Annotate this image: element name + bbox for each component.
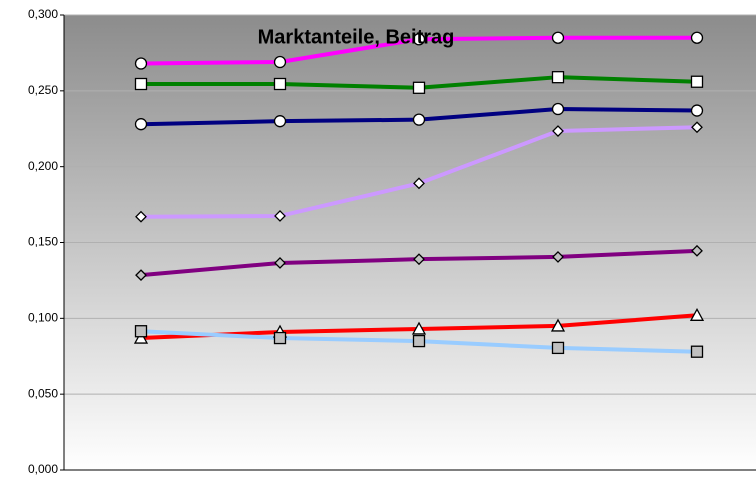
marker <box>274 257 286 269</box>
marker <box>691 121 703 134</box>
marker <box>690 31 704 44</box>
marker <box>274 210 286 222</box>
marker <box>412 33 426 46</box>
marker <box>134 325 148 338</box>
y-tick-label: 0,200 <box>28 159 58 173</box>
marker <box>412 81 426 94</box>
y-tick-label: 0,100 <box>28 311 58 325</box>
marker <box>551 31 565 44</box>
chart-title: Marktanteile, Beitrag <box>258 26 455 48</box>
marker <box>135 210 147 223</box>
marker <box>134 118 148 131</box>
marker <box>550 318 566 332</box>
marker <box>273 77 287 91</box>
marker <box>134 77 148 91</box>
marker <box>552 250 564 263</box>
marker <box>551 102 565 116</box>
marker <box>551 341 565 355</box>
marker <box>273 55 287 69</box>
marker <box>552 125 564 137</box>
marker <box>135 269 147 282</box>
marker <box>273 331 287 345</box>
marker <box>133 330 149 344</box>
marker <box>690 345 704 358</box>
marker <box>690 75 704 88</box>
marker <box>273 115 287 128</box>
marker <box>691 244 703 257</box>
marker <box>134 57 148 70</box>
marker <box>690 104 704 117</box>
y-tick-label: 0,000 <box>28 462 58 476</box>
y-tick-label: 0,250 <box>28 83 58 97</box>
marker <box>689 307 705 321</box>
marker <box>413 253 425 266</box>
y-tick-label: 0,300 <box>28 7 58 21</box>
marker <box>413 177 425 190</box>
marker <box>411 321 427 335</box>
y-tick-label: 0,050 <box>28 386 58 400</box>
marker <box>412 334 426 348</box>
marker <box>551 71 565 84</box>
marker <box>412 113 426 126</box>
y-tick-label: 0,150 <box>28 235 58 249</box>
